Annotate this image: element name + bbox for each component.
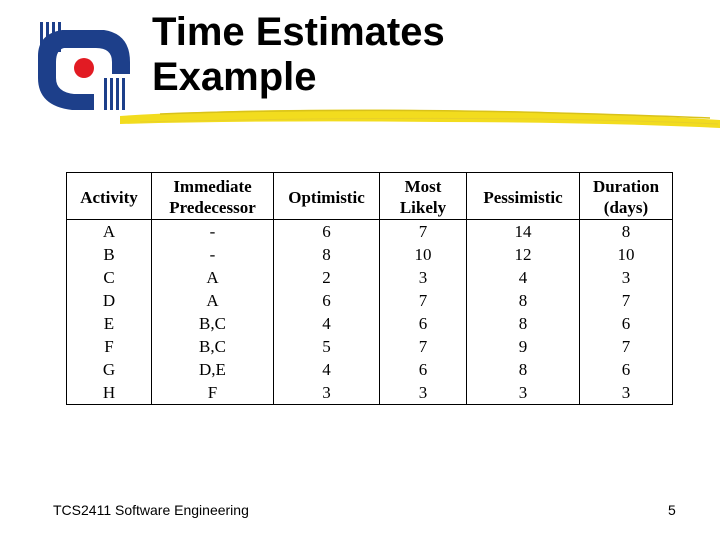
cell-predecessor: - (151, 243, 274, 266)
header-duration-days: Duration (days) (579, 172, 673, 220)
table-header-row: Activity Immediate Predecessor Optimistic… (66, 172, 673, 220)
time-estimates-table: Activity Immediate Predecessor Optimistic… (66, 172, 673, 405)
cell-optimistic: 2 (273, 266, 380, 289)
cell-duration: 6 (579, 358, 673, 381)
cell-activity: C (66, 266, 152, 289)
cell-pessimistic: 8 (466, 289, 580, 312)
slide-title: Time Estimates Example (152, 10, 445, 100)
cell-optimistic: 6 (273, 289, 380, 312)
cell-duration: 7 (579, 335, 673, 358)
cell-most-likely: 10 (379, 243, 467, 266)
cell-pessimistic: 8 (466, 358, 580, 381)
cell-duration: 3 (579, 266, 673, 289)
cell-most-likely: 3 (379, 381, 467, 405)
cell-pessimistic: 9 (466, 335, 580, 358)
cell-most-likely: 3 (379, 266, 467, 289)
footer-course: TCS2411 Software Engineering (53, 502, 249, 518)
table-row: F B,C 5 7 9 7 (66, 335, 673, 358)
cell-activity: A (66, 219, 152, 243)
cell-optimistic: 4 (273, 358, 380, 381)
page-number: 5 (668, 502, 676, 518)
cell-optimistic: 4 (273, 312, 380, 335)
cell-activity: E (66, 312, 152, 335)
time-estimates-table-container: Activity Immediate Predecessor Optimistic… (66, 172, 673, 405)
table-row: E B,C 4 6 8 6 (66, 312, 673, 335)
title-line-2: Example (152, 55, 317, 99)
cell-duration: 10 (579, 243, 673, 266)
cell-pessimistic: 8 (466, 312, 580, 335)
cell-most-likely: 6 (379, 312, 467, 335)
table-row: G D,E 4 6 8 6 (66, 358, 673, 381)
cell-duration: 6 (579, 312, 673, 335)
title-line-1: Time Estimates (152, 10, 445, 54)
cell-predecessor: - (151, 219, 274, 243)
header-most-likely: Most Likely (379, 172, 467, 220)
header-activity: Activity (66, 172, 152, 220)
cell-activity: F (66, 335, 152, 358)
cell-most-likely: 7 (379, 335, 467, 358)
cell-activity: H (66, 381, 152, 405)
cell-duration: 8 (579, 219, 673, 243)
cell-pessimistic: 14 (466, 219, 580, 243)
university-logo (38, 22, 130, 110)
cell-duration: 7 (579, 289, 673, 312)
table-body: A -6 7 14 8 B -8 10 12 10 C A 2 3 4 3 D A 6 7 8 7 E B,C 4 6 8 6 F B,C… (66, 219, 673, 405)
cell-optimistic: 6 (273, 219, 380, 243)
cell-predecessor: D,E (151, 358, 274, 381)
cell-predecessor: A (151, 289, 274, 312)
cell-optimistic: 5 (273, 335, 380, 358)
title-underline-brush (120, 109, 720, 128)
cell-activity: D (66, 289, 152, 312)
header-optimistic: Optimistic (273, 172, 380, 220)
cell-predecessor: A (151, 266, 274, 289)
cell-most-likely: 6 (379, 358, 467, 381)
cell-predecessor: B,C (151, 335, 274, 358)
cell-activity: B (66, 243, 152, 266)
cell-most-likely: 7 (379, 219, 467, 243)
cell-most-likely: 7 (379, 289, 467, 312)
cell-pessimistic: 12 (466, 243, 580, 266)
cell-activity: G (66, 358, 152, 381)
cell-duration: 3 (579, 381, 673, 405)
cell-pessimistic: 4 (466, 266, 580, 289)
cell-predecessor: F (151, 381, 274, 405)
cell-optimistic: 3 (273, 381, 380, 405)
cell-pessimistic: 3 (466, 381, 580, 405)
table-row: B -8 10 12 10 (66, 243, 673, 266)
header-immediate-predecessor: Immediate Predecessor (151, 172, 274, 220)
table-row: A -6 7 14 8 (66, 219, 673, 243)
header-pessimistic: Pessimistic (466, 172, 580, 220)
cell-optimistic: 8 (273, 243, 380, 266)
cell-predecessor: B,C (151, 312, 274, 335)
